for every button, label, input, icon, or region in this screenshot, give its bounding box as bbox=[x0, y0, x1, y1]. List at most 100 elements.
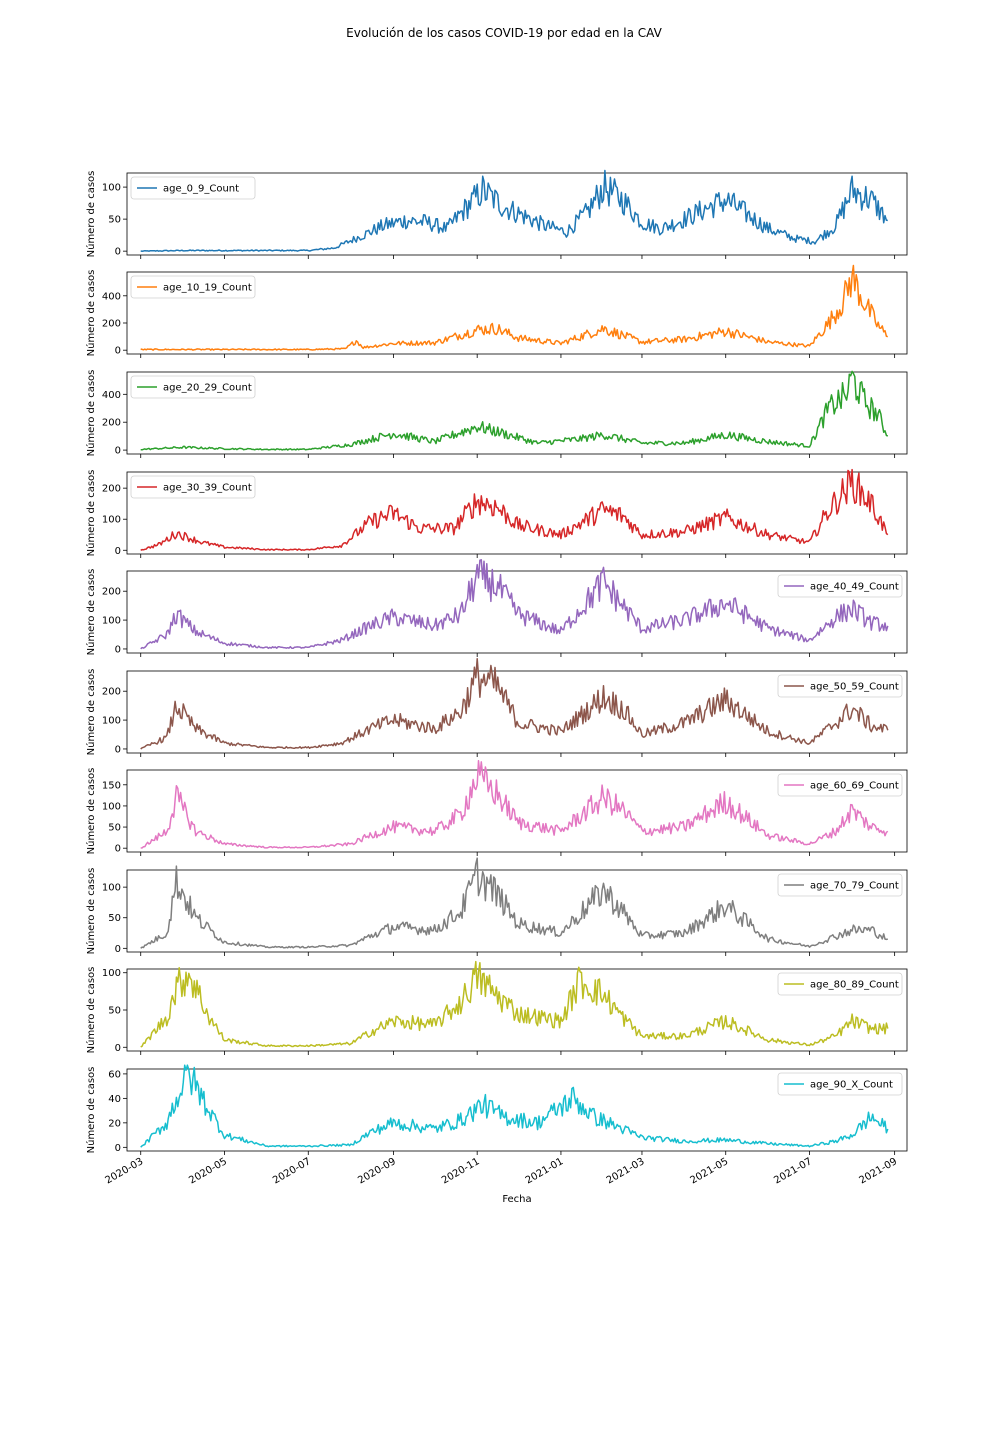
legend: age_30_39_Count bbox=[130, 475, 256, 499]
legend-label: age_40_49_Count bbox=[810, 582, 899, 593]
axes-frame bbox=[126, 670, 908, 754]
axes-frame bbox=[126, 172, 908, 256]
y-tick-label: 200 bbox=[102, 318, 121, 329]
y-tick-label: 0 bbox=[115, 644, 121, 655]
legend: age_90_X_Count bbox=[777, 1072, 903, 1096]
legend-box bbox=[777, 773, 903, 797]
x-tick-label: 2021-05 bbox=[689, 1156, 731, 1186]
y-tick-label: 200 bbox=[102, 687, 121, 698]
legend-box bbox=[777, 574, 903, 598]
x-tick-label: 2020-03 bbox=[104, 1156, 146, 1186]
panel-age_80_89_Count: 0 50 100 Número de casos age_80_89_Count bbox=[85, 960, 908, 1055]
y-axis-label: Número de casos bbox=[85, 868, 97, 955]
legend-label: age_90_X_Count bbox=[810, 1080, 893, 1091]
series-line-age_60_69_Count bbox=[140, 760, 889, 849]
legend: age_0_9_Count bbox=[130, 176, 256, 200]
y-axis-label: Número de casos bbox=[85, 270, 97, 357]
series-line-age_80_89_Count bbox=[140, 960, 889, 1048]
x-tick-label: 2021-07 bbox=[772, 1156, 814, 1186]
panel-age_10_19_Count: 0 200 400 Número de casos age_10_19_Count bbox=[85, 264, 908, 358]
legend: age_70_79_Count bbox=[777, 873, 903, 897]
y-tick-label: 200 bbox=[102, 418, 121, 429]
y-tick-label: 200 bbox=[102, 484, 121, 495]
series-line-age_0_9_Count bbox=[140, 169, 888, 252]
legend-label: age_70_79_Count bbox=[810, 881, 899, 892]
y-tick-label: 0 bbox=[115, 1143, 121, 1154]
y-axis-label: Número de casos bbox=[85, 569, 97, 656]
panel-age_30_39_Count: 0 100 200 Número de casos age_30_39_Count bbox=[85, 468, 908, 558]
axes-frame bbox=[126, 570, 908, 654]
y-tick-label: 100 bbox=[102, 183, 121, 194]
axes-frame bbox=[126, 1068, 908, 1152]
y-tick-label: 0 bbox=[115, 546, 121, 557]
legend-box bbox=[777, 972, 903, 996]
series-line-age_10_19_Count bbox=[140, 264, 888, 351]
y-tick-label: 0 bbox=[115, 944, 121, 955]
series-line-age_30_39_Count bbox=[140, 468, 889, 551]
series-line-age_20_29_Count bbox=[140, 370, 889, 451]
y-tick-label: 0 bbox=[115, 247, 121, 258]
legend: age_80_89_Count bbox=[777, 972, 903, 996]
legend-label: age_0_9_Count bbox=[163, 184, 239, 195]
panel-age_50_59_Count: 0 100 200 Número de casos age_50_59_Count bbox=[85, 657, 908, 757]
y-tick-label: 100 bbox=[102, 716, 121, 727]
x-tick-label: 2020-09 bbox=[356, 1156, 398, 1186]
legend-label: age_20_29_Count bbox=[163, 383, 252, 394]
x-tick-label: 2021-01 bbox=[524, 1156, 566, 1186]
legend-box bbox=[130, 275, 256, 299]
x-tick-label: 2020-07 bbox=[271, 1156, 313, 1186]
x-tick-label: 2020-11 bbox=[440, 1156, 482, 1186]
legend-label: age_80_89_Count bbox=[810, 980, 899, 991]
legend-label: age_30_39_Count bbox=[163, 483, 252, 494]
panel-age_90_X_Count: 0 20 40 60 Número de casos age_90_X_Count 2020… bbox=[85, 1064, 908, 1205]
y-tick-label: 0 bbox=[115, 1043, 121, 1054]
panel-age_70_79_Count: 0 50 100 Número de casos age_70_79_Count bbox=[85, 857, 908, 956]
y-axis-label: Número de casos bbox=[85, 1067, 97, 1154]
panel-age_0_9_Count: 0 50 100 Número de casos age_0_9_Count bbox=[85, 169, 908, 259]
axes-frame bbox=[126, 271, 908, 355]
y-tick-label: 400 bbox=[102, 291, 121, 302]
y-tick-label: 50 bbox=[108, 1006, 121, 1017]
series-line-age_40_49_Count bbox=[140, 559, 889, 650]
legend-label: age_10_19_Count bbox=[163, 283, 252, 294]
axes-frame bbox=[126, 769, 908, 853]
axes-frame bbox=[126, 869, 908, 953]
y-tick-label: 200 bbox=[102, 587, 121, 598]
y-axis-label: Número de casos bbox=[85, 768, 97, 855]
x-tick-label: 2021-03 bbox=[605, 1156, 647, 1186]
figure-title: Evolución de los casos COVID-19 por edad… bbox=[346, 26, 662, 40]
y-tick-label: 20 bbox=[108, 1118, 121, 1129]
series-line-age_50_59_Count bbox=[140, 657, 889, 750]
y-tick-label: 0 bbox=[115, 744, 121, 755]
y-axis-label: Número de casos bbox=[85, 171, 97, 258]
y-tick-label: 100 bbox=[102, 968, 121, 979]
y-tick-label: 100 bbox=[102, 515, 121, 526]
y-tick-label: 0 bbox=[115, 446, 121, 457]
y-tick-label: 0 bbox=[115, 346, 121, 357]
y-tick-label: 60 bbox=[108, 1069, 121, 1080]
legend: age_60_69_Count bbox=[777, 773, 903, 797]
legend-label: age_50_59_Count bbox=[810, 682, 899, 693]
panel-age_60_69_Count: 0 50 100 150 Número de casos age_60_69_Count bbox=[85, 760, 908, 856]
y-tick-label: 100 bbox=[102, 883, 121, 894]
legend-box bbox=[777, 674, 903, 698]
legend: age_10_19_Count bbox=[130, 275, 256, 299]
axes-frame bbox=[126, 471, 908, 555]
y-tick-label: 100 bbox=[102, 616, 121, 627]
series-line-age_70_79_Count bbox=[140, 857, 888, 949]
y-tick-label: 400 bbox=[102, 390, 121, 401]
y-tick-label: 50 bbox=[108, 823, 121, 834]
panel-age_40_49_Count: 0 100 200 Número de casos age_40_49_Count bbox=[85, 559, 908, 657]
panel-age_20_29_Count: 0 200 400 Número de casos age_20_29_Count bbox=[85, 370, 908, 458]
y-tick-label: 40 bbox=[108, 1094, 121, 1105]
legend: age_20_29_Count bbox=[130, 375, 256, 399]
x-tick-label: 2021-09 bbox=[857, 1156, 899, 1186]
legend-box bbox=[130, 475, 256, 499]
y-tick-label: 150 bbox=[102, 780, 121, 791]
y-axis-label: Número de casos bbox=[85, 470, 97, 557]
legend-label: age_60_69_Count bbox=[810, 781, 899, 792]
x-tick-label: 2020-05 bbox=[187, 1156, 229, 1186]
legend: age_50_59_Count bbox=[777, 674, 903, 698]
